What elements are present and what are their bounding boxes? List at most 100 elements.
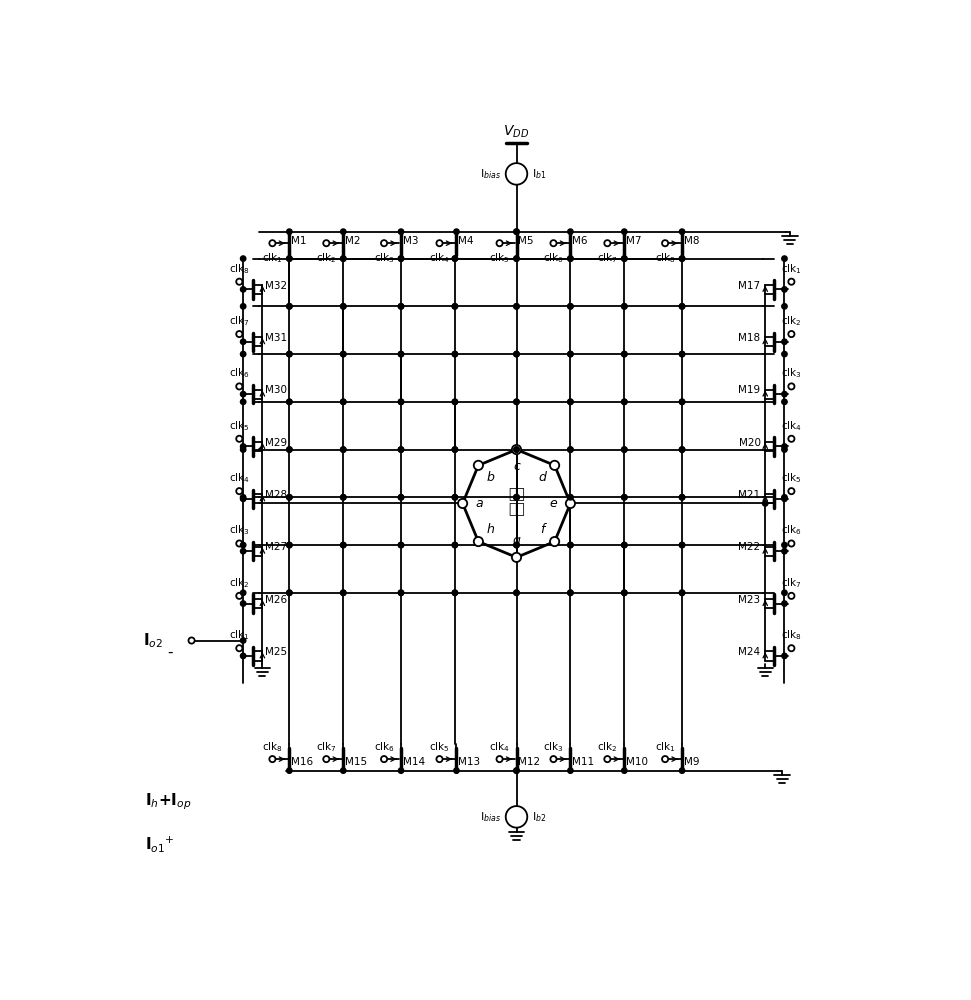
Circle shape [782, 495, 787, 500]
Circle shape [568, 351, 573, 357]
Circle shape [286, 256, 292, 261]
Text: M22: M22 [739, 542, 760, 552]
Text: M13: M13 [458, 757, 480, 767]
Circle shape [452, 351, 457, 357]
Circle shape [241, 653, 246, 659]
Circle shape [788, 488, 794, 494]
Circle shape [568, 590, 573, 595]
Circle shape [241, 391, 246, 397]
Text: M31: M31 [265, 333, 287, 343]
Circle shape [680, 304, 685, 309]
Circle shape [241, 287, 246, 292]
Circle shape [398, 495, 404, 500]
Circle shape [621, 256, 627, 261]
Circle shape [452, 399, 457, 405]
Circle shape [514, 256, 519, 261]
Text: b: b [486, 471, 494, 484]
Circle shape [680, 399, 685, 405]
Circle shape [341, 304, 346, 309]
Circle shape [341, 351, 346, 357]
Circle shape [514, 542, 519, 548]
Circle shape [512, 553, 521, 562]
Text: c: c [513, 460, 519, 473]
Circle shape [241, 256, 246, 261]
Circle shape [452, 351, 457, 357]
Text: M2: M2 [345, 235, 360, 245]
Circle shape [782, 549, 787, 554]
Circle shape [514, 399, 519, 405]
Text: M18: M18 [739, 333, 760, 343]
Circle shape [241, 601, 246, 606]
Circle shape [568, 495, 573, 500]
Circle shape [452, 399, 457, 405]
Text: M32: M32 [265, 281, 287, 291]
Circle shape [662, 240, 668, 246]
Circle shape [514, 768, 519, 773]
Circle shape [514, 590, 519, 595]
Text: M10: M10 [626, 757, 648, 767]
Text: I$_{bias}$: I$_{bias}$ [480, 167, 501, 181]
Circle shape [286, 399, 292, 405]
Circle shape [621, 304, 627, 309]
Circle shape [514, 542, 519, 548]
Circle shape [782, 444, 787, 449]
Circle shape [381, 240, 387, 246]
Text: I$_{o2}$: I$_{o2}$ [143, 631, 163, 650]
Circle shape [286, 542, 292, 548]
Circle shape [568, 495, 573, 500]
Circle shape [436, 756, 443, 762]
Circle shape [236, 593, 243, 599]
Circle shape [550, 537, 559, 546]
Text: M26: M26 [265, 595, 287, 605]
Circle shape [762, 501, 768, 506]
Circle shape [514, 495, 519, 500]
Circle shape [621, 256, 627, 261]
Circle shape [452, 590, 457, 595]
Circle shape [782, 399, 787, 405]
Circle shape [621, 590, 627, 595]
Circle shape [788, 383, 794, 390]
Circle shape [341, 542, 346, 548]
Circle shape [452, 304, 457, 309]
Text: clk$_1$: clk$_1$ [262, 251, 283, 265]
Text: clk$_2$: clk$_2$ [316, 251, 337, 265]
Text: M15: M15 [345, 757, 367, 767]
Text: 器件: 器件 [508, 503, 525, 517]
Text: clk$_7$: clk$_7$ [781, 576, 802, 590]
Circle shape [514, 447, 519, 452]
Text: -: - [167, 645, 173, 660]
Circle shape [506, 163, 527, 185]
Circle shape [241, 399, 246, 405]
Circle shape [398, 768, 404, 773]
Circle shape [788, 279, 794, 285]
Text: I$_h$+I$_{op}$: I$_h$+I$_{op}$ [146, 791, 192, 812]
Circle shape [236, 383, 243, 390]
Circle shape [788, 436, 794, 442]
Circle shape [398, 304, 404, 309]
Text: clk$_8$: clk$_8$ [781, 628, 802, 642]
Circle shape [436, 240, 443, 246]
Circle shape [621, 229, 627, 234]
Circle shape [286, 447, 292, 452]
Circle shape [782, 391, 787, 397]
Circle shape [782, 542, 787, 548]
Circle shape [236, 645, 243, 651]
Text: d: d [539, 471, 547, 484]
Circle shape [452, 495, 457, 500]
Circle shape [514, 229, 519, 234]
Text: M14: M14 [403, 757, 424, 767]
Text: I$_{b1}$: I$_{b1}$ [532, 167, 547, 181]
Circle shape [241, 549, 246, 554]
Circle shape [514, 351, 519, 357]
Circle shape [269, 240, 276, 246]
Circle shape [236, 436, 243, 442]
Circle shape [568, 590, 573, 595]
Circle shape [680, 495, 685, 500]
Circle shape [453, 768, 459, 773]
Text: clk$_3$: clk$_3$ [229, 524, 250, 537]
Text: a: a [476, 497, 484, 510]
Circle shape [568, 542, 573, 548]
Text: clk$_3$: clk$_3$ [374, 251, 394, 265]
Circle shape [621, 590, 627, 595]
Circle shape [680, 542, 685, 548]
